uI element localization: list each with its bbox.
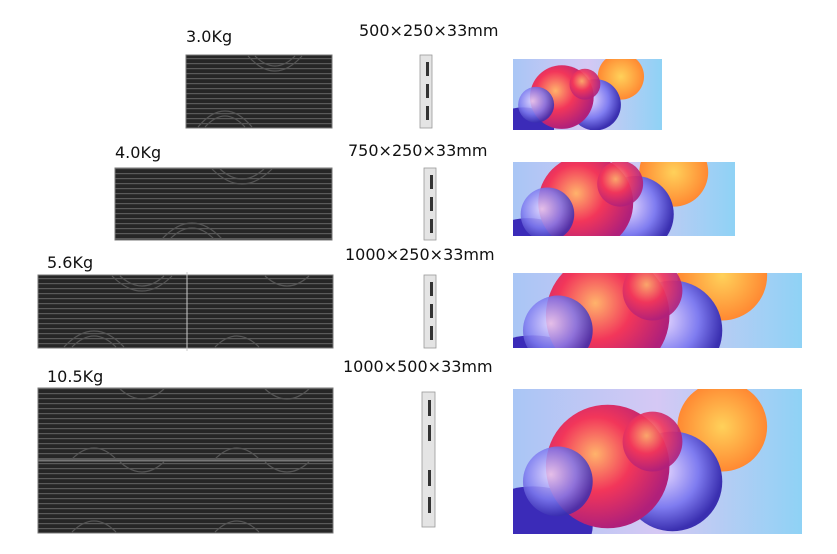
weight-label: 3.0Kg (186, 27, 232, 46)
weight-label: 5.6Kg (47, 253, 93, 272)
panel-side (419, 54, 433, 129)
display-image (513, 162, 735, 236)
panel-side (421, 391, 436, 528)
display-image (513, 273, 802, 348)
size-label: 500×250×33mm (359, 21, 498, 40)
display-image (513, 389, 802, 534)
panel-front (37, 387, 334, 534)
weight-label: 4.0Kg (115, 143, 161, 162)
panel-side (423, 274, 437, 349)
panel-front (114, 167, 333, 241)
size-label: 750×250×33mm (348, 141, 487, 160)
panel-side (423, 167, 437, 241)
panel-front (37, 272, 334, 351)
size-label: 1000×500×33mm (343, 357, 493, 376)
display-image (513, 59, 662, 130)
size-label: 1000×250×33mm (345, 245, 495, 264)
weight-label: 10.5Kg (47, 367, 103, 386)
panel-front (185, 54, 333, 129)
